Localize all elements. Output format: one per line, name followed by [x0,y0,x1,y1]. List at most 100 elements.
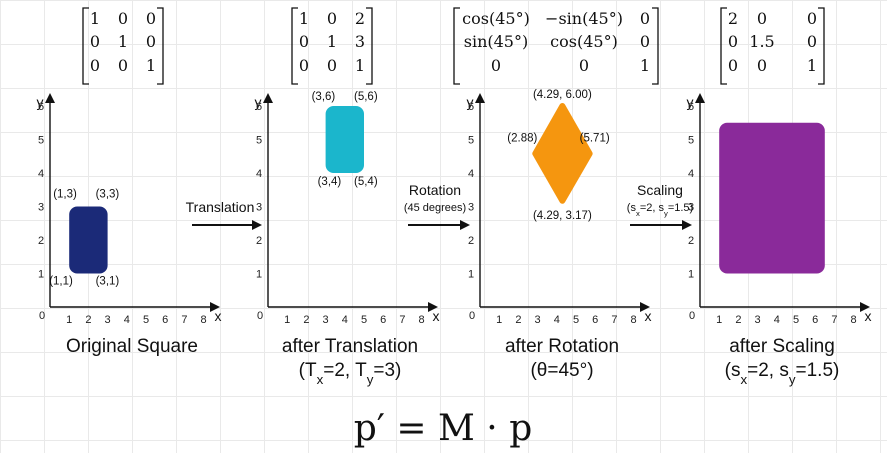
matrix-cell: 1.5 [749,32,774,51]
matrix-cell: 1 [299,9,309,28]
x-tick-label: 8 [419,314,425,326]
y-tick-label: 6 [468,101,474,113]
point-label: (2.88) [507,133,537,145]
matrix-4: 2 0 00 1.5 00 0 1 [720,7,825,85]
panel-3: y x 0 1 2 3 4 5 6 7 8 1 2 3 4 5 6 (4.29, 6.00) (2.88) (5.71… [467,89,652,381]
x-tick-label: 1 [716,314,722,326]
point-label: (4.29, 6.00) [533,89,592,101]
origin-label: 0 [689,310,695,322]
x-tick-label: 2 [735,314,741,326]
matrix-cell: 0 [491,56,501,75]
x-axis-name: x [865,308,872,324]
y-axis-name: y [255,94,262,110]
y-tick-label: 4 [256,168,262,180]
operation-label: Scaling [637,182,683,198]
right-bracket [366,7,373,85]
matrix-cell: 0 [757,56,767,75]
x-axis-name: x [645,308,652,324]
x-tick-label: 1 [66,314,72,326]
matrix-cell: cos(45°) [462,9,530,28]
x-tick-label: 3 [755,314,761,326]
x-tick-label: 3 [535,314,541,326]
left-bracket [720,7,727,85]
matrix-3: cos(45°) −sin(45°) 0 sin(45°) cos(45°) 0 0 0 1 [453,7,659,85]
x-tick-label: 4 [774,314,780,326]
operation-scaling: Scaling (sx=2, sy=1.5) [627,182,693,230]
x-tick-label: 8 [631,314,637,326]
left-bracket [291,7,298,85]
origin-label: 0 [39,310,45,322]
x-tick-label: 6 [162,314,168,326]
matrix-cell: 0 [579,56,589,75]
panel-4: y x 0 1 2 3 4 5 6 7 8 1 2 3 4 5 6 after Scaling (sx=2, sy=… [687,93,872,387]
coordinate-panels: y x 0 1 2 3 4 5 6 7 8 1 2 3 4 5 6 (1,3) (3,3) (1,1) (3,1) Ori… [37,89,872,387]
x-tick-label: 4 [554,314,560,326]
caption-text: (sx=2, sy=1.5) [627,202,693,218]
matrix-cell: 2 [728,9,738,28]
matrix-cell: 0 [640,9,650,28]
caption-text: (Tx=2, Ty=3) [299,360,402,387]
right-bracket [157,7,164,85]
operation-label: Rotation [409,182,461,198]
matrix-cell: 0 [90,32,100,51]
x-tick-label: 2 [303,314,309,326]
y-tick-label: 2 [468,235,474,247]
x-tick-label: 8 [851,314,857,326]
y-tick-label: 4 [468,168,474,180]
origin-label: 0 [257,310,263,322]
matrix-cell: 1 [90,9,100,28]
y-tick-label: 5 [688,135,694,147]
y-tick-label: 3 [38,202,44,214]
matrix-cell: 0 [146,32,156,51]
matrix-cell: 0 [327,9,337,28]
caption-text: (45 degrees) [404,202,466,214]
y-tick-label: 6 [688,101,694,113]
matrix-cell: 0 [807,32,817,51]
point-label: (1,1) [49,276,73,288]
x-tick-label: 6 [380,314,386,326]
caption-text: (sx=2, sy=1.5) [725,360,840,387]
y-tick-label: 1 [468,269,474,281]
point-label: (3,3) [96,189,120,201]
y-tick-label: 6 [38,101,44,113]
origin-label: 0 [469,310,475,322]
x-tick-label: 7 [181,314,187,326]
matrix-cell: −sin(45°) [545,9,623,28]
x-tick-label: 7 [399,314,405,326]
left-bracket [82,7,89,85]
y-tick-label: 1 [38,269,44,281]
y-axis-name: y [467,94,474,110]
x-tick-label: 1 [496,314,502,326]
matrix-cell: 2 [355,9,365,28]
x-axis-name: x [215,308,222,324]
x-tick-label: 3 [105,314,111,326]
panel-2: y x 0 1 2 3 4 5 6 7 8 1 2 3 4 5 6 (3,6) (5,6) (3,4) (5,4) aft… [255,91,440,387]
formula: p′ = M · p [354,408,533,449]
x-tick-label: 8 [201,314,207,326]
x-tick-label: 7 [831,314,837,326]
operation-translation: Translation [186,199,262,230]
x-tick-label: 5 [573,314,579,326]
point-label: (3,4) [318,176,342,188]
matrix-cell: 0 [299,32,309,51]
matrix-cell: 1 [640,56,650,75]
panel-caption: after Rotation [505,336,619,357]
matrix-cell: 1 [327,32,337,51]
left-bracket [453,7,460,85]
operation-rotation: Rotation (45 degrees) [404,182,470,230]
x-tick-label: 1 [284,314,290,326]
shape-square [325,106,364,173]
x-tick-label: 4 [124,314,130,326]
x-tick-label: 5 [793,314,799,326]
x-tick-label: 6 [592,314,598,326]
matrix-cell: 0 [728,56,738,75]
panel-caption: after Scaling [729,336,835,357]
right-bracket [818,7,825,85]
y-tick-label: 5 [468,135,474,147]
operations: Translation Rotation (45 degrees) Scaling (s… [186,182,693,230]
matrix-cell: 3 [355,32,365,51]
caption-text: (θ=45°) [530,360,593,381]
matrix-2: 1 0 20 1 30 0 1 [291,7,373,85]
